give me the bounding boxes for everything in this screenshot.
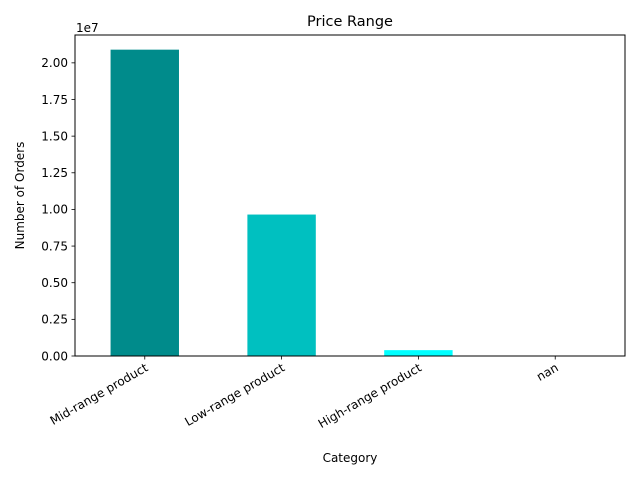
y-tick-label-3: 0.75 [41, 239, 68, 253]
bar-2 [384, 350, 453, 356]
y-tick-label-8: 2.00 [41, 56, 68, 70]
y-tick-label-2: 0.50 [41, 276, 68, 290]
bar-0 [110, 49, 179, 356]
y-tick-label-7: 1.75 [41, 93, 68, 107]
x-tick-label-0: Mid-range product [48, 360, 151, 428]
chart-title: Price Range [307, 14, 393, 30]
x-tick-label-3: nan [534, 360, 561, 383]
y-tick-label-6: 1.50 [41, 129, 68, 143]
y-axis-label: Number of Orders [13, 142, 27, 250]
y-tick-label-5: 1.25 [41, 166, 68, 180]
y-tick-label-0: 0.00 [41, 349, 68, 363]
x-axis-label: Category [323, 451, 378, 465]
y-tick-label-1: 0.25 [41, 313, 68, 327]
y-tick-label-4: 1.00 [41, 203, 68, 217]
x-tick-label-1: Low-range product [182, 360, 287, 429]
bar-1 [247, 214, 316, 356]
plot-frame [74, 34, 626, 357]
y-axis-offset-label: 1e7 [76, 21, 99, 35]
x-tick-label-2: High-range product [316, 360, 424, 431]
